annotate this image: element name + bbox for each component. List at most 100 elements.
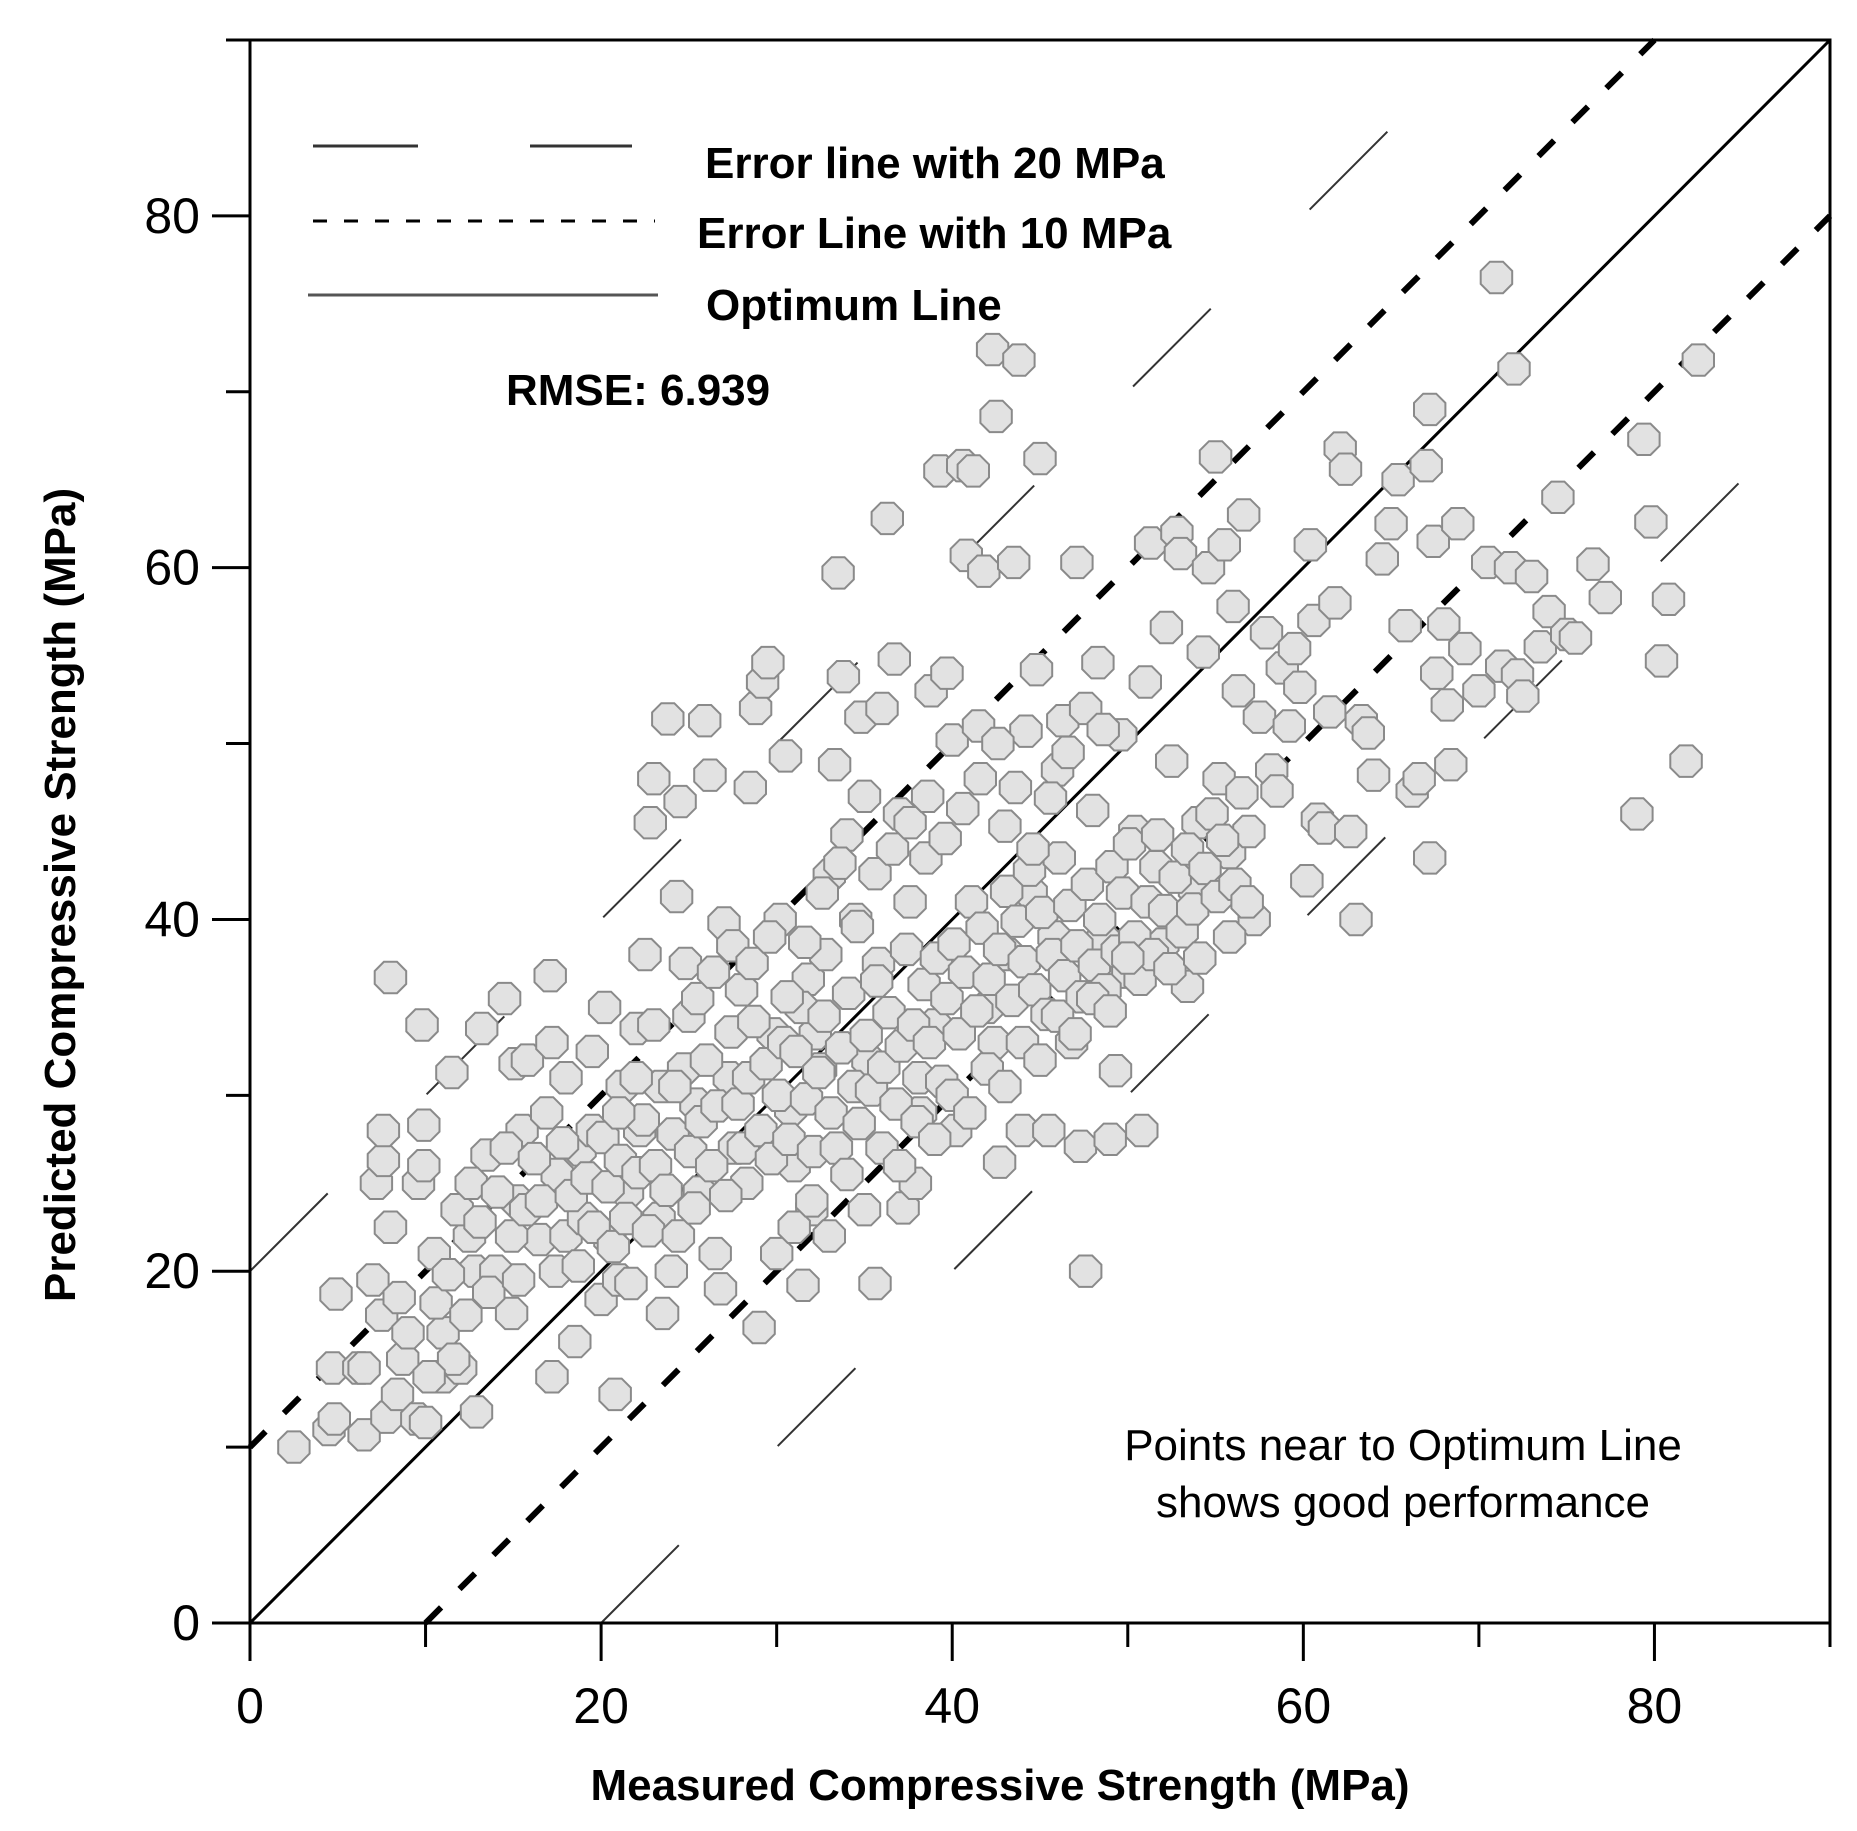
data-point (1002, 343, 1036, 377)
data-point (858, 1266, 892, 1301)
data-point (1016, 832, 1050, 866)
x-tick-label: 80 (1627, 1678, 1683, 1734)
data-point (814, 1096, 848, 1130)
data-point (1293, 528, 1328, 562)
data-point (628, 937, 662, 972)
data-point (982, 932, 1017, 967)
data-point (602, 1096, 636, 1130)
data-point (659, 879, 694, 914)
data-point (875, 832, 910, 866)
data-point (1068, 1254, 1103, 1288)
data-point (549, 1061, 583, 1095)
data-point (677, 1191, 711, 1225)
legend: Error line with 20 MPa Error Line with 1… (308, 139, 1172, 330)
data-point (419, 1286, 453, 1320)
data-point (738, 691, 773, 726)
data-point (1093, 1122, 1127, 1156)
data-point (1644, 644, 1679, 678)
legend-label-optimum: Optimum Line (706, 281, 1002, 330)
data-point (407, 1149, 441, 1183)
rmse-label: RMSE: 6.939 (506, 366, 770, 415)
data-point (1212, 920, 1247, 954)
data-point (407, 1108, 441, 1142)
data-point (870, 501, 904, 536)
data-point (847, 1193, 882, 1227)
legend-label-error10: Error Line with 10 MPa (697, 209, 1172, 258)
data-point (826, 660, 861, 694)
data-point (1149, 610, 1184, 645)
data-point (649, 1173, 683, 1207)
data-point (1083, 902, 1117, 937)
data-point (1681, 343, 1715, 377)
data-point (893, 806, 927, 840)
x-tick-label: 20 (573, 1678, 629, 1734)
x-tick-label: 40 (924, 1678, 980, 1734)
data-point (1111, 941, 1145, 975)
reference-line-0 (248, 38, 1832, 1625)
data-point (317, 1402, 351, 1436)
reference-lines (247, 37, 1833, 1626)
data-point (982, 1145, 1017, 1179)
y-axis-title: Predicted Compressive Strength (MPa) (36, 488, 85, 1302)
data-point (661, 1219, 696, 1253)
data-point (681, 981, 715, 1016)
data-point (373, 960, 408, 995)
data-point (889, 932, 924, 967)
data-point (1260, 774, 1294, 808)
data-point (1205, 823, 1240, 857)
data-point (1365, 542, 1399, 576)
data-point (1226, 498, 1261, 532)
data-point (830, 818, 864, 852)
data-point (373, 1210, 408, 1244)
data-point (1328, 452, 1363, 486)
data-point (760, 1236, 794, 1271)
data-point (849, 1018, 883, 1053)
data-point (689, 1043, 724, 1077)
data-point (1242, 700, 1277, 734)
data-point (802, 1055, 836, 1090)
data-point (1283, 670, 1317, 704)
data-point (817, 748, 852, 782)
data-point (1051, 735, 1085, 770)
data-point (591, 1170, 625, 1204)
data-point (696, 955, 731, 989)
data-point (619, 1061, 653, 1095)
data-point (795, 1184, 829, 1218)
data-point (1434, 748, 1468, 782)
data-point (408, 1405, 443, 1440)
data-point (807, 999, 841, 1033)
data-point (928, 821, 962, 856)
data-point (1183, 941, 1217, 975)
data-point (596, 1229, 631, 1264)
data-point (480, 1175, 515, 1209)
annotation-line-2: shows good performance (1156, 1478, 1650, 1527)
data-point (1506, 679, 1540, 713)
data-point (530, 1096, 564, 1130)
data-point (431, 1258, 466, 1292)
data-point (631, 1214, 666, 1248)
data-point (956, 454, 990, 488)
data-point (1032, 1113, 1066, 1148)
data-point (937, 927, 971, 961)
data-point (489, 1131, 523, 1165)
data-point (953, 1096, 987, 1130)
data-point (1351, 716, 1385, 750)
data-point (1058, 1017, 1092, 1051)
data-point (972, 962, 1006, 996)
data-point (1155, 744, 1189, 778)
data-point (366, 1143, 401, 1178)
data-point (752, 920, 787, 954)
data-point (1307, 811, 1342, 845)
data-point (1558, 621, 1593, 655)
data-point (391, 1316, 425, 1350)
data-point (587, 990, 622, 1025)
data-point (545, 1126, 580, 1160)
data-point (805, 876, 839, 910)
data-point (386, 1342, 420, 1376)
data-point (831, 976, 866, 1010)
data-point (1409, 448, 1443, 483)
data-point (893, 885, 927, 919)
data-point (517, 1141, 552, 1176)
data-point (695, 1149, 729, 1183)
